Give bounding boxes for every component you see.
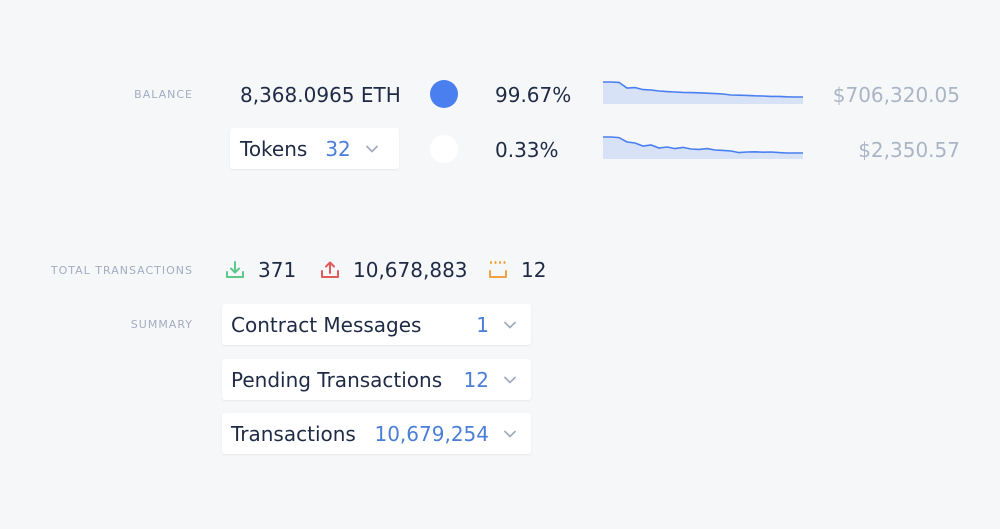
eth-dot [430,80,458,108]
summary-label: SUMMARY [130,318,193,331]
tokens-dot [430,135,458,163]
pending-count: 12 [521,258,547,282]
sparkline-line [603,81,803,98]
summary-item-count: 10,679,254 [374,421,489,446]
pending-transactions-dropdown[interactable]: Pending Transactions 12 [222,359,531,400]
summary-item-count: 12 [463,367,489,392]
incoming-count: 371 [258,258,297,282]
transactions-dropdown[interactable]: Transactions 10,679,254 [222,413,531,454]
summary-item-count: 1 [476,312,489,337]
chevron-down-icon [365,145,378,152]
contract-messages-dropdown[interactable]: Contract Messages 1 [222,304,531,345]
eth-usd-value: $706,320.05 [832,83,960,107]
summary-item-label: Pending Transactions [231,367,443,392]
download-icon [226,261,244,278]
upload-icon [321,261,339,278]
eth-percent: 99.67% [495,83,572,107]
chevron-down-icon [504,321,516,328]
eth-sparkline [603,81,803,104]
chevron-down-icon [504,430,516,437]
sparkline-area [603,137,803,159]
outgoing-count: 10,678,883 [353,258,468,282]
tokens-percent: 0.33% [495,138,559,162]
total-transactions-label: TOTAL TRANSACTIONS [50,264,193,277]
summary-item-label: Contract Messages [231,312,422,337]
eth-balance: 8,368.0965 ETH [240,83,401,107]
chevron-down-icon [504,376,516,383]
pending-tray-icon [489,261,507,278]
tokens-dropdown[interactable]: Tokens 32 [230,128,399,169]
tokens-sparkline [603,136,803,159]
sparkline-line [603,136,803,154]
summary-item-label: Transactions [231,421,356,446]
tokens-count: 32 [325,136,351,161]
tokens-usd-value: $2,350.57 [858,138,960,162]
tokens-label: Tokens [240,136,308,161]
balance-label: BALANCE [134,88,193,101]
